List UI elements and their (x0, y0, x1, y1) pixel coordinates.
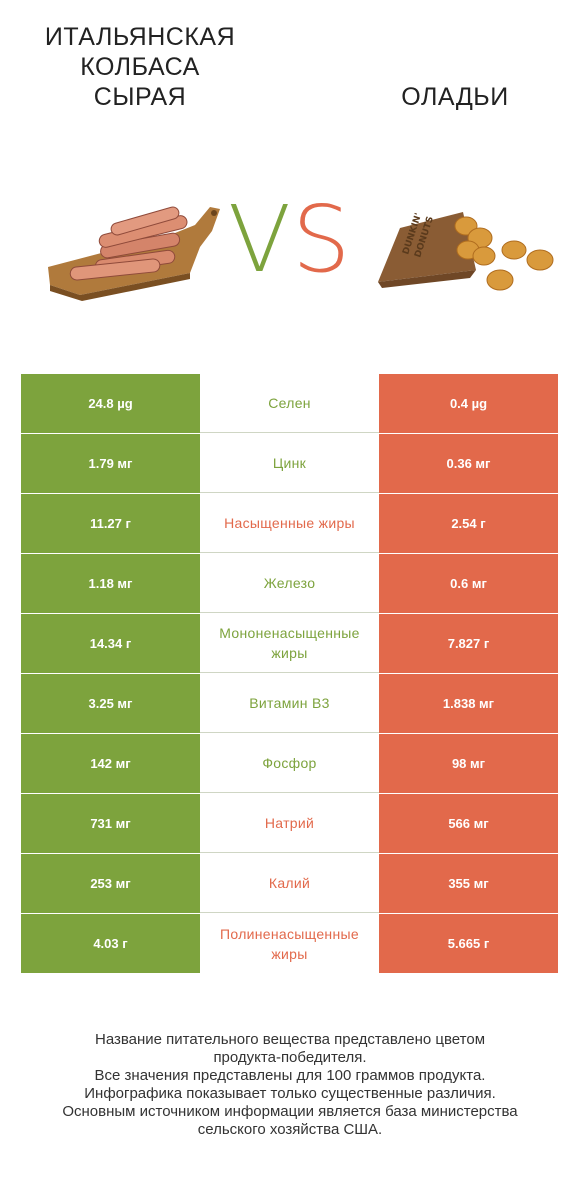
right-value: 7.827 г (379, 614, 558, 673)
sausage-on-board-image (48, 206, 220, 301)
vs-letter-s: S (292, 186, 351, 293)
left-value: 11.27 г (21, 494, 200, 553)
nutrient-name: Калий (200, 854, 379, 913)
nutrient-name: Насыщенные жиры (200, 494, 379, 553)
left-value: 24.8 µg (21, 374, 200, 433)
footnote: Название питательного вещества представл… (20, 1031, 560, 1139)
table-row: 4.03 г Полиненасыщенные жиры 5.665 г (21, 914, 558, 974)
left-product-title: ИТАЛЬЯНСКАЯ КОЛБАСА СЫРАЯ (44, 23, 236, 111)
nutrient-name: Натрий (200, 794, 379, 853)
nutrient-name: Железо (200, 554, 379, 613)
footnote-line: Название питательного вещества представл… (94, 1031, 486, 1048)
nutrient-name: Витамин B3 (200, 674, 379, 733)
table-row: 1.79 мг Цинк 0.36 мг (21, 434, 558, 494)
right-value: 0.6 мг (379, 554, 558, 613)
vs-letter-v: V (228, 186, 291, 293)
nutrient-name: Полиненасыщенные жиры (200, 914, 379, 973)
left-value: 4.03 г (21, 914, 200, 973)
table-row: 142 мг Фосфор 98 мг (21, 734, 558, 794)
right-value: 1.838 мг (379, 674, 558, 733)
left-value: 14.34 г (21, 614, 200, 673)
nutrient-name: Селен (200, 374, 379, 433)
table-row: 14.34 г Мононенасыщенные жиры 7.827 г (21, 614, 558, 674)
footnote-line: Все значения представлены для 100 граммо… (94, 1067, 486, 1084)
right-value: 566 мг (379, 794, 558, 853)
right-value: 0.36 мг (379, 434, 558, 493)
left-value: 3.25 мг (21, 674, 200, 733)
table-row: 1.18 мг Железо 0.6 мг (21, 554, 558, 614)
left-value: 731 мг (21, 794, 200, 853)
right-value: 5.665 г (379, 914, 558, 973)
table-row: 24.8 µg Селен 0.4 µg (21, 374, 558, 434)
footnote-line: продукта-победителя. (213, 1049, 367, 1066)
footnote-line: сельского хозяйства США. (197, 1121, 383, 1138)
table-row: 731 мг Натрий 566 мг (21, 794, 558, 854)
footnote-line: Основным источником информации является … (62, 1103, 518, 1120)
right-value: 98 мг (379, 734, 558, 793)
left-value: 1.18 мг (21, 554, 200, 613)
left-value: 1.79 мг (21, 434, 200, 493)
table-row: 253 мг Калий 355 мг (21, 854, 558, 914)
comparison-table: 24.8 µg Селен 0.4 µg 1.79 мг Цинк 0.36 мг 11.2… (21, 374, 558, 974)
nutrient-name: Цинк (200, 434, 379, 493)
table-row: 3.25 мг Витамин B3 1.838 мг (21, 674, 558, 734)
table-row: 11.27 г Насыщенные жиры 2.54 г (21, 494, 558, 554)
nutrient-name: Мононенасыщенные жиры (200, 614, 379, 673)
nutrient-name: Фосфор (200, 734, 379, 793)
hash-browns-bag-image: DUNKIN' DONUTS (378, 212, 554, 291)
footnote-line: Инфографика показывает только существенн… (84, 1085, 496, 1102)
right-product-title: ОЛАДЬИ (401, 83, 509, 111)
left-value: 142 мг (21, 734, 200, 793)
right-value: 355 мг (379, 854, 558, 913)
left-value: 253 мг (21, 854, 200, 913)
right-value: 2.54 г (379, 494, 558, 553)
right-value: 0.4 µg (379, 374, 558, 433)
